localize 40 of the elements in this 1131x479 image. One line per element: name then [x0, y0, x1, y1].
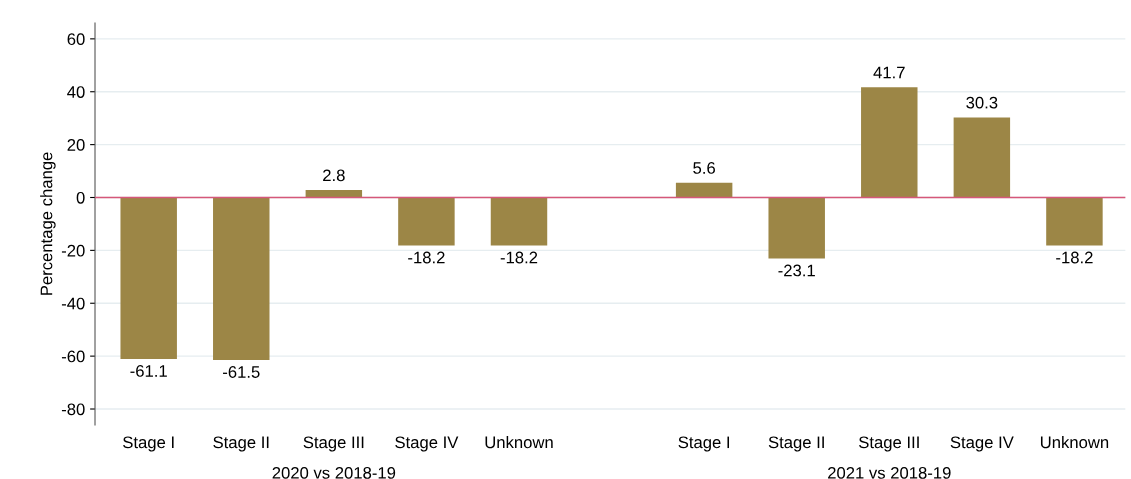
data-label: -23.1	[778, 264, 815, 277]
bar	[861, 87, 918, 198]
x-tick-label: Stage IV	[950, 436, 1014, 452]
data-label: -18.2	[408, 251, 445, 264]
data-label: -61.1	[130, 365, 167, 377]
text: 2020 vs 2018-19	[272, 466, 396, 479]
y-tick-label: -20	[61, 244, 85, 257]
x-tick-label: Unknown	[485, 435, 553, 449]
bar	[1046, 197, 1103, 246]
data-label: -18.2	[500, 251, 538, 264]
x-tick-label: Stage IV	[395, 436, 459, 452]
bar	[213, 197, 270, 361]
x-tick-label: Unknown	[1040, 435, 1109, 449]
data-label: -61.5	[223, 366, 260, 378]
bar	[953, 117, 1011, 198]
x-tick-label: Stage III	[303, 436, 364, 452]
x-tick-label: Stage I	[678, 436, 730, 452]
bar	[768, 197, 825, 259]
x-tick-label: Stage I	[123, 436, 174, 452]
y-tick-label: 60	[67, 33, 85, 46]
data-label: 41.7	[873, 66, 905, 79]
data-label: -18.2	[1056, 251, 1093, 264]
bar	[398, 197, 455, 246]
data-label: 30.3	[966, 96, 998, 109]
x-tick-label: Stage II	[768, 436, 824, 452]
data-label: 2.8	[323, 169, 345, 182]
y-tick-label: -60	[61, 350, 85, 363]
bar	[675, 182, 733, 198]
y-tick-label: -80	[61, 403, 85, 416]
bar	[490, 197, 548, 246]
x-tick-label: Stage II	[213, 436, 269, 452]
x-tick-label: Stage III	[859, 436, 919, 452]
y-tick-label: 0	[76, 191, 85, 204]
y-tick-label: 20	[67, 139, 85, 151]
bar	[120, 197, 177, 360]
y-axis-title: Percentage change	[40, 152, 56, 295]
data-label: 5.6	[693, 162, 715, 174]
text: 2021 vs 2018-19	[828, 466, 951, 479]
y-tick-label: -40	[61, 297, 85, 310]
y-tick-label: 40	[67, 86, 85, 98]
